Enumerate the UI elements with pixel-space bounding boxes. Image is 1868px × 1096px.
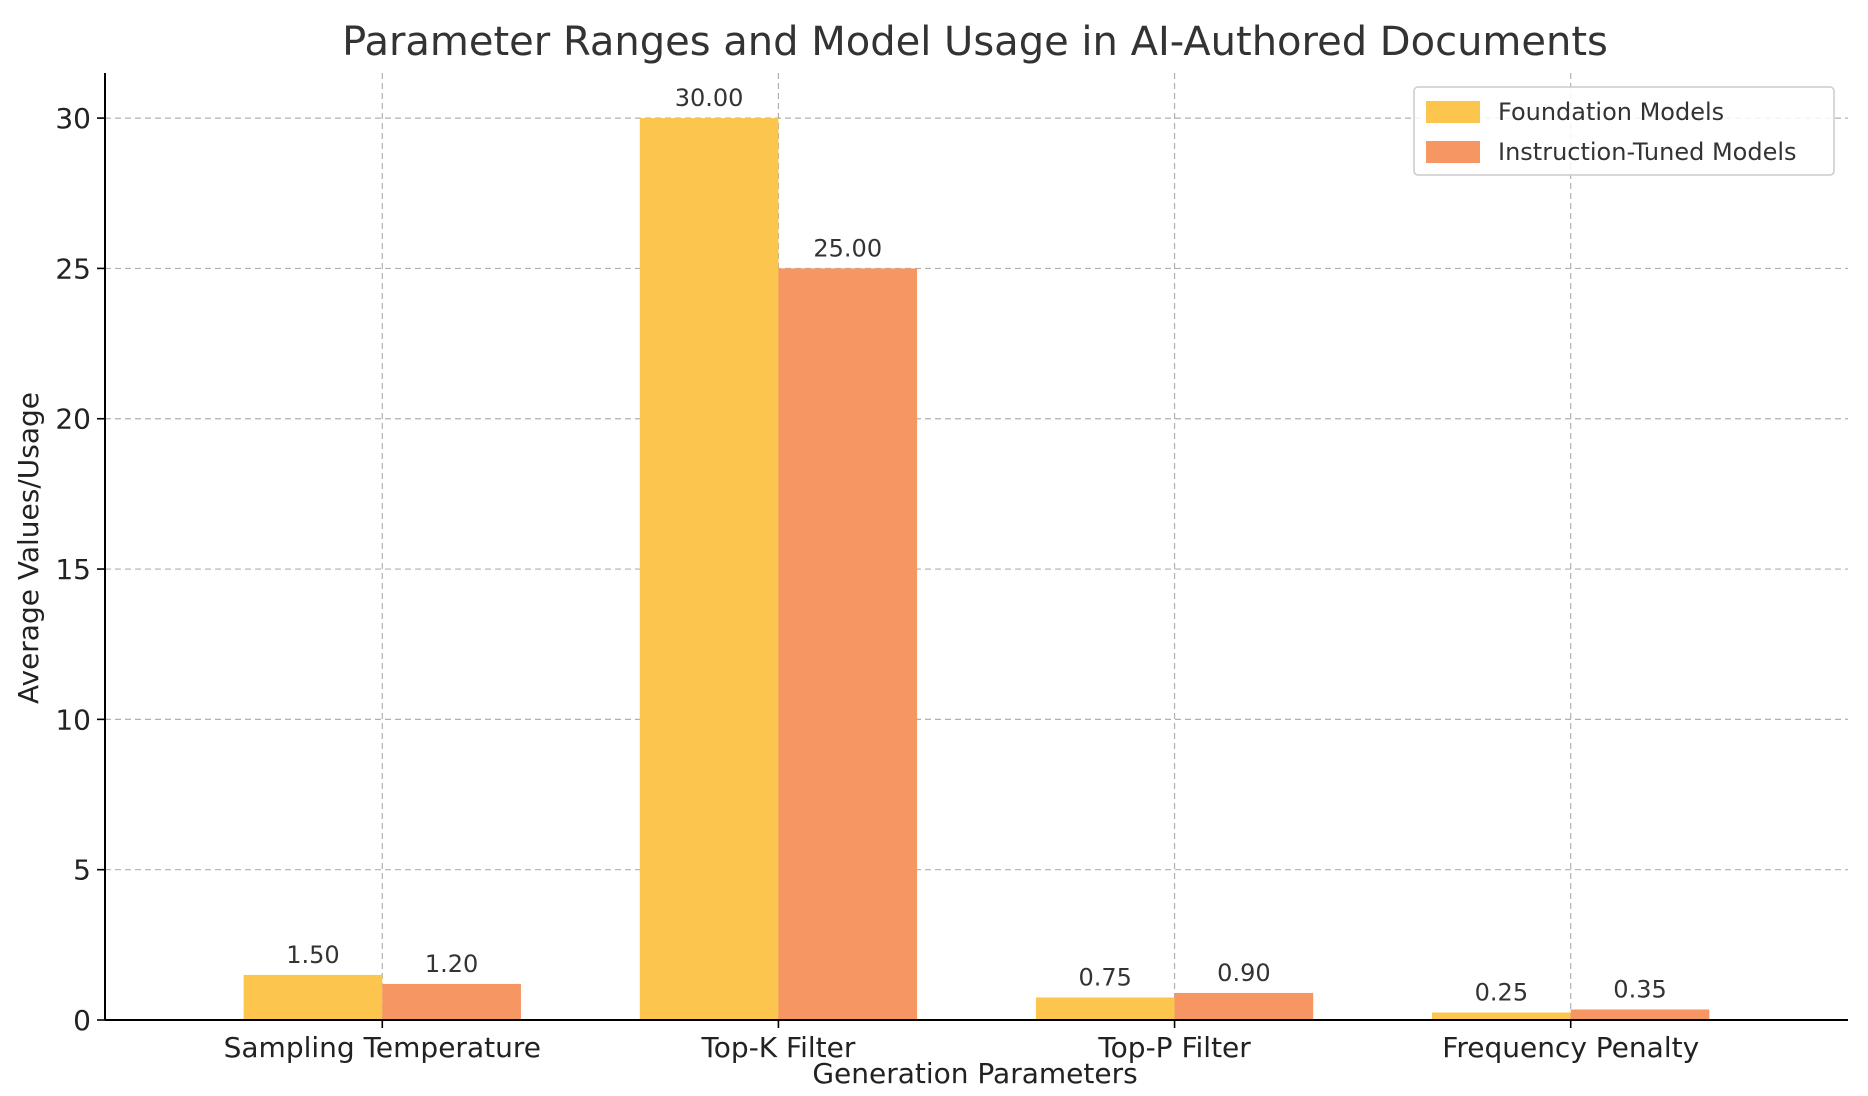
bar-foundation-1 <box>639 118 779 1021</box>
y-axis-label: Average Values/Usage <box>12 392 45 704</box>
legend-label: Foundation Models <box>1498 98 1724 126</box>
legend-swatch <box>1426 101 1480 123</box>
bar-instruction-tuned-0 <box>382 983 521 1020</box>
x-axis-label: Generation Parameters <box>812 1057 1137 1090</box>
y-tick-label: 20 <box>55 403 91 436</box>
y-tick-label: 15 <box>55 553 91 586</box>
bar-foundation-2 <box>1035 997 1175 1020</box>
y-tick-label: 10 <box>55 703 91 736</box>
data-label: 0.90 <box>1217 959 1270 987</box>
chart-title: Parameter Ranges and Model Usage in AI-A… <box>342 19 1608 65</box>
data-label: 0.25 <box>1475 978 1528 1006</box>
grid <box>105 73 1848 1020</box>
data-label: 0.75 <box>1079 963 1132 991</box>
legend: Foundation Models Instruction-Tuned Model… <box>1413 86 1835 176</box>
y-tick-label: 0 <box>73 1004 91 1037</box>
bar-instruction-tuned-3 <box>1570 1009 1710 1020</box>
y-tick-label: 30 <box>55 102 91 135</box>
bar-foundation-3 <box>1432 1012 1571 1020</box>
x-tick-label: Top-P Filter <box>1097 1031 1251 1064</box>
legend-swatch <box>1426 141 1480 163</box>
data-label: 1.50 <box>286 941 339 969</box>
data-label: 30.00 <box>675 84 744 112</box>
bars <box>243 118 1710 1021</box>
data-label: 0.35 <box>1613 975 1666 1003</box>
legend-label: Instruction-Tuned Models <box>1498 138 1797 166</box>
axes <box>104 73 1848 1021</box>
bar-foundation-0 <box>243 974 383 1020</box>
y-tick-label: 25 <box>55 252 91 285</box>
y-tick-label: 5 <box>73 854 91 887</box>
legend-box <box>1413 86 1835 176</box>
data-labels: 1.50 30.00 0.75 0.25 1.20 25.00 0.90 0.35 <box>286 84 1666 1006</box>
data-label: 1.20 <box>425 950 478 978</box>
bar-instruction-tuned-2 <box>1174 992 1314 1020</box>
y-axis-ticks: 0 5 10 15 20 25 30 <box>55 102 105 1037</box>
x-tick-label: Top-K Filter <box>700 1031 855 1064</box>
x-tick-label: Frequency Penalty <box>1442 1031 1699 1064</box>
x-axis-ticks: Sampling Temperature Top-K Filter Top-P Fi… <box>224 1020 1699 1064</box>
data-label: 25.00 <box>813 234 882 262</box>
bar-instruction-tuned-1 <box>778 268 918 1020</box>
x-tick-label: Sampling Temperature <box>224 1031 541 1064</box>
